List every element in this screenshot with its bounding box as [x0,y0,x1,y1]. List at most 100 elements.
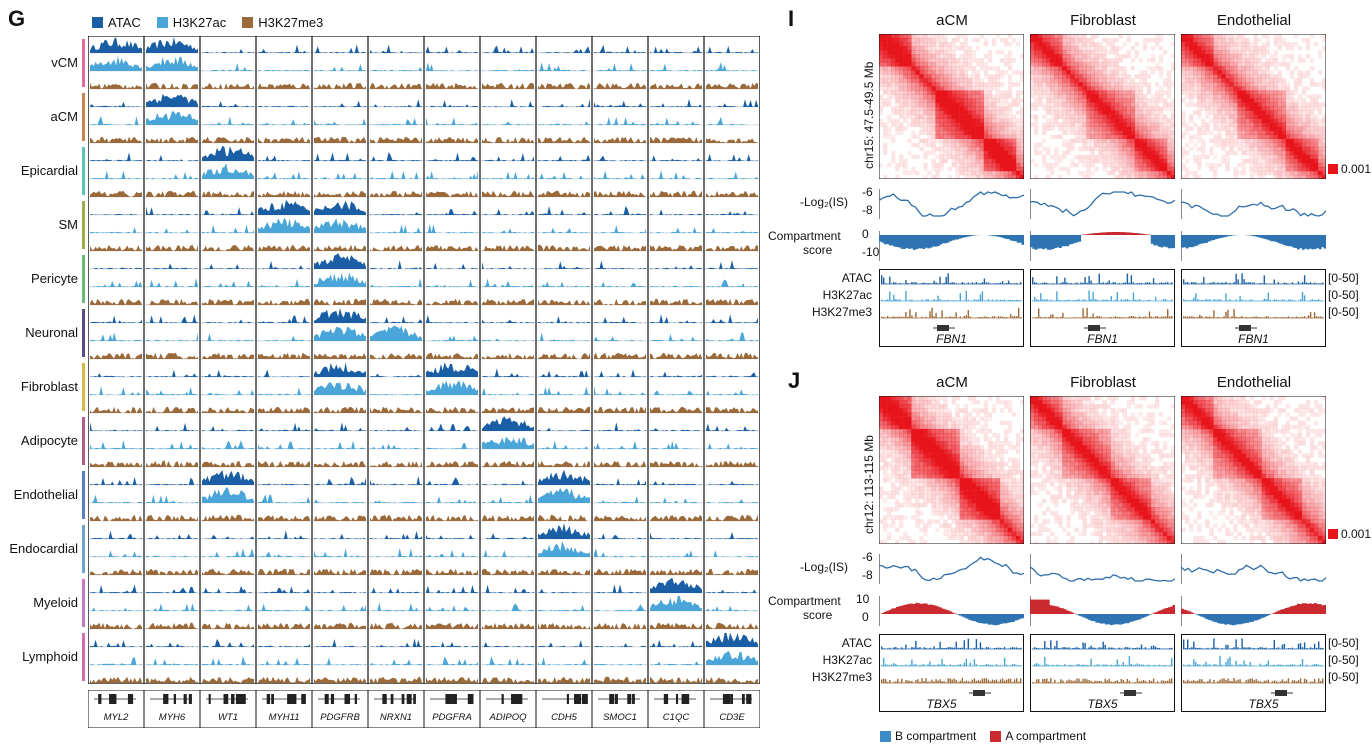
contact-cell [1130,175,1136,179]
signal-3-6-1 [426,224,478,233]
contact-cell [939,408,944,413]
track-peak [955,312,957,318]
contact-cell [943,70,948,75]
track-peak [1100,300,1102,301]
contact-cell [1150,175,1156,179]
contact-cell [955,70,960,75]
contact-cell [1249,54,1254,59]
contact-cell [907,437,912,442]
gene-model [1088,325,1100,331]
contact-cell [987,150,993,156]
contact-cell [1277,154,1283,160]
track-peak [1291,282,1294,284]
track-peak [1259,317,1261,318]
track-peak [1074,317,1076,318]
contact-cell [959,162,964,168]
contact-cell [935,54,940,59]
track-peak [1303,295,1306,301]
contact-cell [915,42,920,47]
contact-cell [1086,146,1091,152]
contact-cell [1015,102,1021,107]
contact-cell [1273,94,1278,99]
contact-cell [963,449,968,454]
contact-cell [1293,106,1299,111]
contact-cell [1237,126,1242,131]
compartment-bar [990,235,993,236]
contact-cell [1094,94,1099,99]
contact-cell [915,154,920,160]
contact-cell [1110,38,1115,43]
contact-cell [879,62,884,67]
contact-cell [1285,142,1291,148]
track-peak [985,300,988,301]
compartment-bar [1263,235,1266,239]
contact-cell [1181,62,1186,67]
contact-cell [911,437,916,442]
contact-cell [1297,158,1303,164]
contact-cell [1185,94,1190,99]
compartment-bar [1219,235,1223,238]
contact-cell [1102,74,1107,79]
contact-cell [1003,62,1009,67]
track-peak [1150,316,1153,318]
exon [344,694,350,704]
contact-cell [1070,42,1075,47]
contact-cell [1146,74,1152,79]
contact-cell [963,162,968,168]
signal-5-0-2 [90,353,142,359]
contact-cell [1058,154,1063,160]
contact-cell [923,404,928,409]
track-peak [943,300,945,301]
contact-cell [1142,130,1148,136]
exon [746,694,752,704]
contact-cell [1301,146,1307,152]
compartment-bar [1126,232,1130,235]
compartment-bar [900,235,904,249]
contact-cell [895,110,900,115]
signal-0-11-0 [706,45,758,53]
compartment-bar [1044,235,1048,249]
contact-cell [1011,134,1017,140]
signal-4-9-0 [594,260,646,269]
contact-cell [967,416,972,422]
track-peak [1044,282,1046,284]
contact-cell [1146,106,1152,111]
contact-cell [1074,114,1079,119]
contact-cell [1293,42,1299,47]
contact-cell [971,453,976,459]
contact-cell [1122,78,1127,83]
track-peak [1263,298,1265,301]
track-peak [1231,316,1233,318]
track-peak [1189,316,1191,318]
contact-cell [1110,134,1115,140]
contact-cell [1162,154,1168,160]
contact-cell [959,138,964,144]
track-peak [935,312,937,318]
contact-cell [1237,106,1242,111]
contact-cell [979,130,985,136]
contact-cell [1309,102,1315,107]
contact-cell [955,134,960,140]
contact-cell [991,94,997,99]
contact-cell [1309,130,1315,136]
contact-cell [1070,58,1075,63]
contact-cell [911,74,916,79]
contact-cell [1237,46,1242,51]
contact-cell [987,134,993,140]
contact-cell [1046,70,1051,75]
contact-cell [1313,150,1319,156]
contact-cell [895,46,900,51]
contact-cell [1007,130,1013,136]
contact-cell [1070,90,1075,95]
contact-cell [1166,170,1172,176]
contact-cell [1213,98,1218,103]
compartment-bar [1316,235,1320,249]
contact-cell [1309,154,1315,160]
contact-cell [915,110,920,115]
contact-cell [995,134,1001,140]
contact-cell [939,126,944,131]
contact-cell [983,170,989,176]
track-peak [1277,317,1280,318]
contact-cell [1281,86,1287,91]
contact-cell [911,78,916,83]
